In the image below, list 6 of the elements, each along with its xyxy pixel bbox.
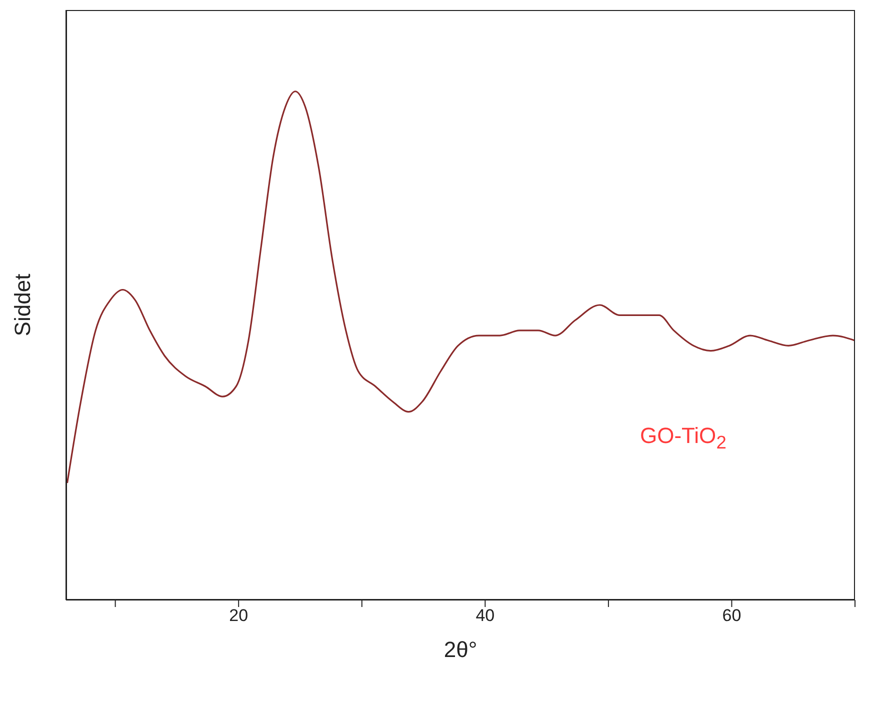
- x-tick-label: 20: [229, 606, 248, 626]
- annotation: GO-TiO$_{2}$: [640, 423, 726, 454]
- x-tick-label: 60: [722, 606, 742, 626]
- y-axis-title: Siddet: [10, 274, 35, 336]
- x-axis-title: 2θ°: [444, 637, 478, 662]
- x-tick-label: 40: [476, 606, 495, 626]
